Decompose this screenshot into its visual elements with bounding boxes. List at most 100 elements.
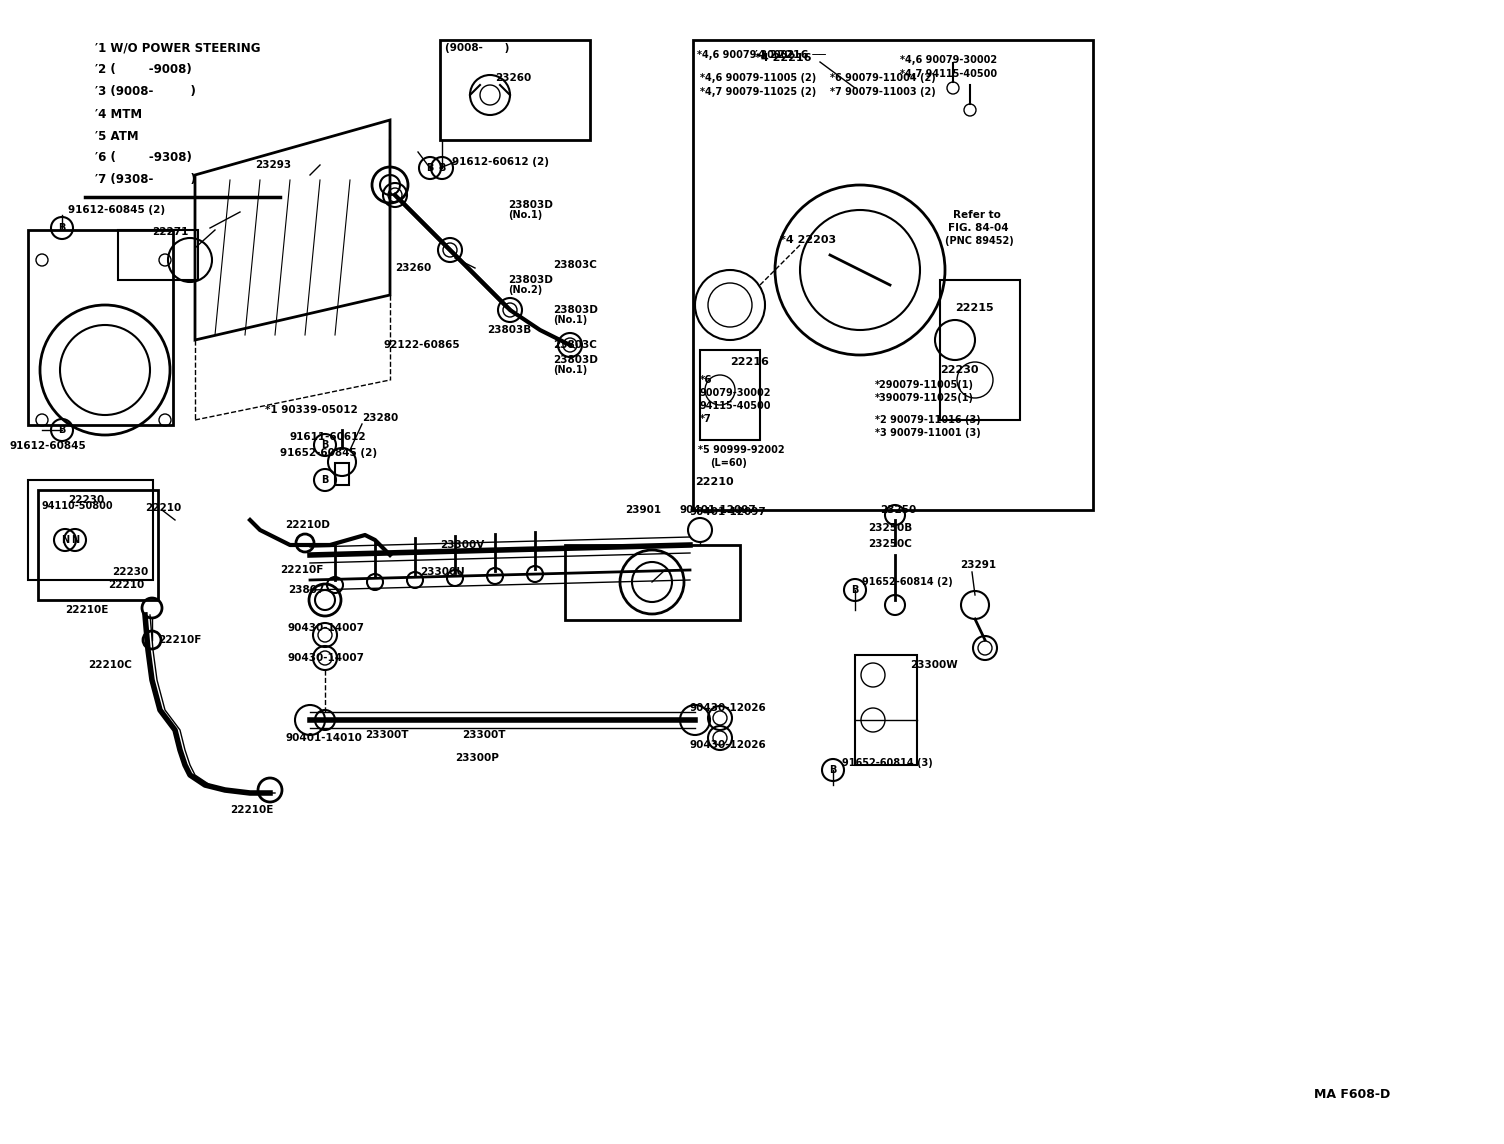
Text: 90430-14007: 90430-14007	[287, 653, 365, 664]
Text: ′3 (9008-         ): ′3 (9008- )	[95, 86, 196, 98]
Text: *4 22216: *4 22216	[755, 53, 812, 63]
Text: (No.1): (No.1)	[508, 210, 543, 220]
Bar	[117, 230, 199, 280]
Text: MA F608-D: MA F608-D	[1314, 1088, 1390, 1102]
Text: 23300T: 23300T	[365, 730, 409, 740]
Text: B: B	[851, 585, 859, 595]
Text: 23807: 23807	[287, 585, 325, 595]
Bar	[854, 656, 917, 765]
Text: N: N	[71, 535, 80, 545]
Text: 23803B: 23803B	[487, 325, 531, 335]
Text: 94115-40500: 94115-40500	[699, 402, 772, 411]
Text: 91612-60845: 91612-60845	[11, 440, 87, 451]
Text: *4,7 94115-40500: *4,7 94115-40500	[899, 69, 997, 79]
Text: 90401-12097: 90401-12097	[690, 507, 767, 517]
Text: *3 90079-11001 (3): *3 90079-11001 (3)	[875, 428, 981, 438]
Text: 91652-60814 (3): 91652-60814 (3)	[842, 758, 932, 768]
Text: *390079-11025(1): *390079-11025(1)	[875, 394, 975, 403]
Text: (No.1): (No.1)	[553, 315, 587, 325]
Text: B: B	[322, 440, 329, 450]
Text: 23250: 23250	[880, 505, 916, 515]
Text: 23300W: 23300W	[910, 660, 958, 670]
Text: 23250C: 23250C	[868, 539, 911, 549]
Bar	[940, 280, 1020, 420]
Text: 22210: 22210	[695, 477, 734, 487]
Text: *4,6 90079-30002: *4,6 90079-30002	[899, 55, 997, 65]
Text: 90430-12026: 90430-12026	[690, 740, 767, 750]
Text: B: B	[59, 426, 66, 435]
Text: 91612-60845 (2): 91612-60845 (2)	[68, 205, 165, 215]
Text: *5 90999-92002: *5 90999-92002	[698, 445, 785, 455]
Text: 22210F: 22210F	[280, 565, 323, 575]
Text: B: B	[829, 765, 836, 774]
Text: 23280: 23280	[362, 413, 399, 423]
Text: 90430-12026: 90430-12026	[690, 704, 767, 713]
Text: 22210: 22210	[108, 580, 144, 590]
Text: 92122-60865: 92122-60865	[384, 340, 460, 350]
Text: ′7 (9308-         ): ′7 (9308- )	[95, 174, 196, 186]
Text: 22210E: 22210E	[65, 605, 108, 615]
Text: 23300P: 23300P	[456, 753, 499, 763]
Bar	[441, 40, 590, 140]
Text: 90401-12097: 90401-12097	[680, 505, 757, 515]
Text: Refer to: Refer to	[954, 210, 1000, 220]
Text: 91652-60814 (2): 91652-60814 (2)	[862, 577, 952, 587]
Text: 23803C: 23803C	[553, 340, 597, 350]
Text: 22210: 22210	[144, 503, 182, 513]
Bar	[566, 545, 740, 620]
Text: *4,6 90079-30002: *4,6 90079-30002	[696, 50, 794, 59]
Text: (L=60): (L=60)	[710, 458, 747, 468]
Text: (9008-      ): (9008- )	[445, 43, 510, 53]
Text: (No.2): (No.2)	[508, 285, 543, 295]
Text: *7 90079-11003 (2): *7 90079-11003 (2)	[830, 87, 935, 97]
Text: 22230: 22230	[940, 365, 979, 375]
Text: ′2 (        -9008): ′2 ( -9008)	[95, 64, 191, 77]
Text: 22210C: 22210C	[89, 660, 132, 670]
Bar	[693, 40, 1093, 510]
Text: (No.1): (No.1)	[553, 365, 587, 375]
Text: 22215: 22215	[955, 303, 994, 313]
Text: 22210E: 22210E	[230, 805, 274, 815]
Text: B: B	[426, 162, 433, 173]
Text: FIG. 84-04: FIG. 84-04	[948, 223, 1009, 233]
Text: 23803D: 23803D	[508, 200, 553, 210]
Text: 23803D: 23803D	[553, 305, 599, 315]
Text: *290079-11005(1): *290079-11005(1)	[875, 380, 975, 390]
Text: 91612-60612 (2): 91612-60612 (2)	[453, 157, 549, 167]
Text: ′4 MTM: ′4 MTM	[95, 108, 141, 120]
Text: ′6 (        -9308): ′6 ( -9308)	[95, 151, 193, 165]
Text: ′4 22216 ──: ′4 22216 ──	[755, 50, 826, 59]
Text: B: B	[59, 223, 66, 233]
Text: 23300U: 23300U	[420, 567, 465, 577]
Text: 90430-14007: 90430-14007	[287, 623, 365, 633]
Text: *4 22203: *4 22203	[781, 235, 836, 245]
Bar	[699, 350, 760, 440]
Text: 23803C: 23803C	[553, 260, 597, 270]
Text: 91611-60612: 91611-60612	[290, 432, 367, 442]
Text: 22230: 22230	[68, 495, 104, 505]
Text: 22210F: 22210F	[158, 635, 202, 645]
Text: 23300V: 23300V	[441, 540, 484, 550]
Text: *7: *7	[699, 414, 711, 424]
Bar	[29, 480, 153, 580]
Text: *2 90079-11016 (3): *2 90079-11016 (3)	[875, 415, 981, 426]
Text: 22216: 22216	[729, 357, 769, 367]
Text: 22230: 22230	[111, 567, 149, 577]
Text: 23901: 23901	[626, 505, 662, 515]
Text: 23300T: 23300T	[462, 730, 505, 740]
Text: ′5 ATM: ′5 ATM	[95, 129, 138, 143]
Text: 23803D: 23803D	[508, 275, 553, 285]
Text: 22210D: 22210D	[284, 521, 329, 530]
Text: (PNC 89452): (PNC 89452)	[945, 236, 1014, 246]
Text: 23293: 23293	[256, 160, 292, 170]
Text: 91652-60845 (2): 91652-60845 (2)	[280, 448, 378, 458]
Text: *1 90339-05012: *1 90339-05012	[265, 405, 358, 415]
Text: 22271: 22271	[152, 227, 188, 237]
Bar	[29, 230, 173, 426]
Text: 90079-30002: 90079-30002	[699, 388, 772, 398]
Text: *4,6 90079-11005 (2): *4,6 90079-11005 (2)	[699, 73, 817, 84]
Text: 23250B: 23250B	[868, 523, 913, 533]
Text: *6: *6	[699, 375, 713, 386]
Bar	[38, 490, 158, 599]
Text: N: N	[62, 535, 69, 545]
